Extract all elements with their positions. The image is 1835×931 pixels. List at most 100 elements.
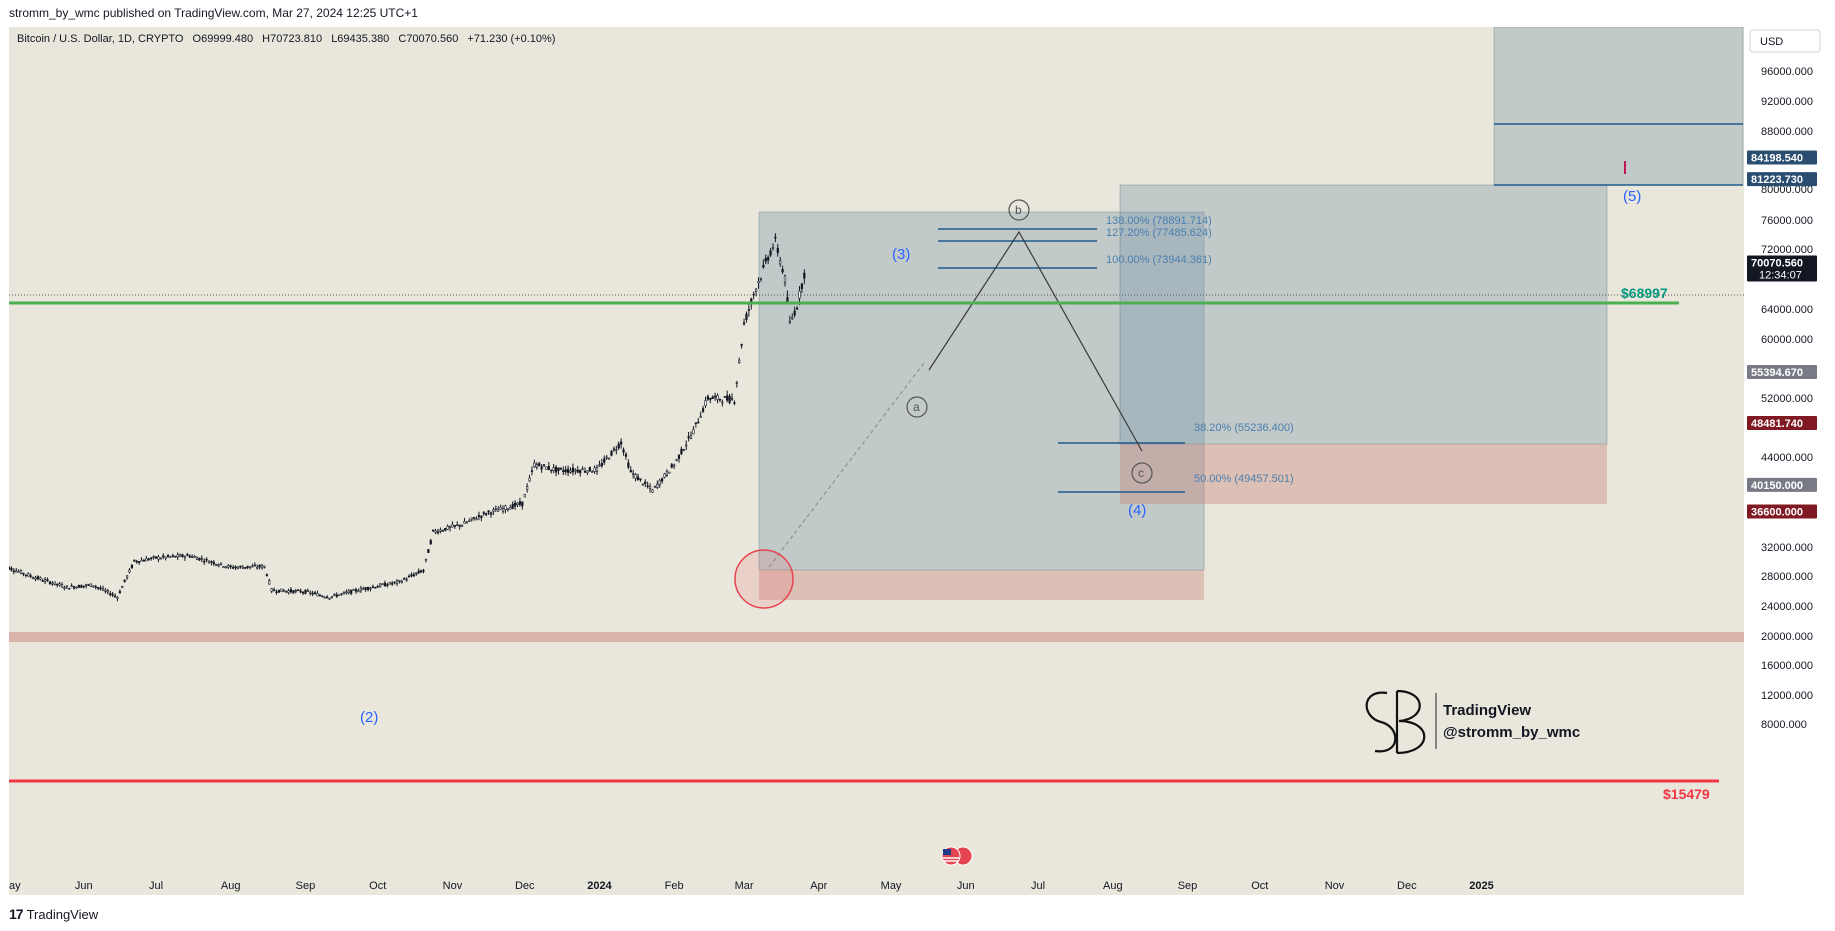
candle-body xyxy=(282,590,285,593)
candle-body xyxy=(241,566,244,569)
candle-body xyxy=(764,257,767,262)
time-axis[interactable]: ay Jun Jul Aug Sep Oct Nov Dec 2024 Feb Mar Apr May J… xyxy=(9,880,1494,892)
low-circle-marker[interactable] xyxy=(734,549,794,609)
candle-body xyxy=(557,467,560,472)
fib-levels: 138.00% (78891.714) 127.20% (77485.624) … xyxy=(938,215,1294,493)
candle-body xyxy=(603,458,606,463)
chart-area[interactable]: 138.00% (78891.714) 127.20% (77485.624) … xyxy=(0,26,1826,895)
candle-body xyxy=(762,264,765,268)
candle-body xyxy=(711,396,714,400)
candle-body xyxy=(800,283,803,289)
currency-selector[interactable]: USD xyxy=(1749,29,1821,53)
candle-body xyxy=(58,583,61,586)
candle-body xyxy=(704,400,707,406)
time-axis-tick: Apr xyxy=(810,880,827,892)
candle-body xyxy=(123,579,126,582)
candle-body xyxy=(347,590,350,593)
candle-body xyxy=(174,555,177,558)
candle-body xyxy=(338,594,341,597)
candle-body xyxy=(412,574,415,577)
candle-body xyxy=(236,566,240,569)
wave-label-2: (2) xyxy=(360,709,378,726)
candle-body xyxy=(798,290,801,299)
symbol-name: Bitcoin / U.S. Dollar, 1D, CRYPTO xyxy=(17,33,184,45)
candle-body xyxy=(721,401,724,404)
candle-body xyxy=(559,467,562,470)
candle-body xyxy=(738,359,741,363)
candle-body xyxy=(444,528,447,531)
candle-body xyxy=(699,416,702,418)
candle-body xyxy=(297,589,300,592)
candle-body xyxy=(692,429,695,435)
abc-projection-path[interactable] xyxy=(928,230,1143,452)
time-axis-tick: Jun xyxy=(75,880,93,892)
fib-382-label: 38.20% (55236.400) xyxy=(1194,422,1294,434)
candle-body xyxy=(364,587,367,590)
candle-body xyxy=(617,443,620,449)
candle-body xyxy=(36,576,40,580)
candle-body xyxy=(769,250,772,256)
candle-body xyxy=(289,589,293,593)
ohlc-change: +71.230 (+0.10%) xyxy=(467,33,555,45)
candle-body xyxy=(646,485,649,488)
candle-body xyxy=(63,587,66,590)
candle-body xyxy=(632,472,635,475)
wave-label-5: (5) xyxy=(1623,188,1641,205)
box-wave5-zone[interactable] xyxy=(1493,26,1744,186)
price-axis-tick: 28000.000 xyxy=(1761,571,1813,583)
box-wave3-stop-zone[interactable] xyxy=(759,570,1204,600)
candle-body xyxy=(612,448,616,451)
candle-body xyxy=(781,269,784,273)
candle-body xyxy=(624,453,628,457)
candle-body xyxy=(15,570,18,573)
us-flag-icon[interactable] xyxy=(941,846,973,866)
candle-body xyxy=(94,586,97,588)
candle-body xyxy=(757,280,760,284)
candle-body xyxy=(294,590,297,592)
candle-body xyxy=(501,508,505,512)
candle-body xyxy=(641,483,644,486)
watermark-sb-logo xyxy=(1365,689,1426,755)
box-wave4-target-zone[interactable] xyxy=(1119,184,1608,445)
candle-body xyxy=(359,587,362,591)
candle-body xyxy=(547,465,550,470)
time-axis-tick: Jun xyxy=(957,880,975,892)
candle-body xyxy=(504,505,507,510)
price-axis[interactable]: 96000.000 92000.000 88000.000 80000.000 7600… xyxy=(1761,66,1813,731)
candle-body xyxy=(639,478,642,481)
candle-body xyxy=(219,562,223,565)
candle-body xyxy=(335,594,338,597)
candle-body xyxy=(480,515,483,518)
candle-body xyxy=(48,581,52,585)
candle-body xyxy=(200,558,203,560)
candle-body xyxy=(607,457,611,460)
candle-body xyxy=(533,462,536,468)
candle-body xyxy=(793,310,796,316)
box-wave3-target-zone[interactable] xyxy=(758,211,1205,571)
candle-body xyxy=(709,397,712,400)
price-chart[interactable]: 138.00% (78891.714) 127.20% (77485.624) … xyxy=(0,26,1826,895)
candle-body xyxy=(234,566,237,569)
candle-body xyxy=(535,464,538,468)
candle-body xyxy=(682,449,685,451)
candle-body xyxy=(677,454,681,459)
ohlc-high: H70723.810 xyxy=(262,33,322,45)
candle-body xyxy=(771,247,775,249)
box-wave4-stop-zone[interactable] xyxy=(1120,444,1607,504)
candle-body xyxy=(567,468,570,473)
price-axis-tick: 96000.000 xyxy=(1761,66,1813,78)
candle-body xyxy=(665,470,669,476)
candle-body xyxy=(166,554,170,557)
candle-body xyxy=(260,565,264,569)
candle-body xyxy=(44,579,47,582)
candle-body xyxy=(142,559,146,562)
candle-body xyxy=(121,586,124,589)
candle-body xyxy=(521,501,524,507)
footer-brand[interactable]: 17 TradingView xyxy=(9,906,98,922)
candle-body xyxy=(195,557,199,561)
candle-body xyxy=(448,526,452,529)
candle-body xyxy=(463,521,466,524)
watermark-brand: TradingView xyxy=(1443,702,1531,719)
candle-body xyxy=(494,508,497,511)
